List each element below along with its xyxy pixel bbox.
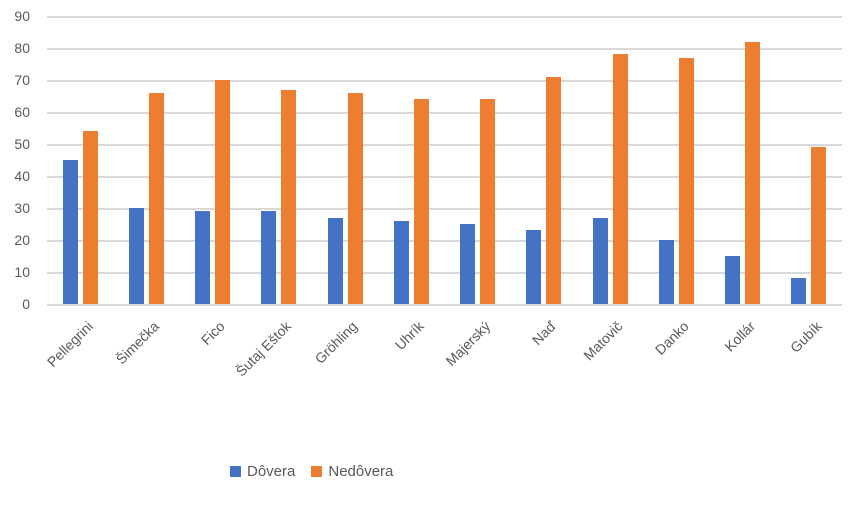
bar-group-nad [511,16,577,304]
gridline-70 [47,80,842,82]
dovera-bar-majersky [460,224,476,304]
nedovera-bar-pellegrini [82,131,98,304]
nedovera-bar-nad [546,76,562,304]
y-tick-label-50: 50 [14,136,30,152]
dovera-bar-pellegrini [62,160,78,304]
nedovera-bar-grohling [347,92,363,304]
nedovera-legend-swatch-icon [311,466,323,477]
nedovera-bar-majersky [480,99,496,304]
dovera-bar-grohling [327,217,343,304]
gridline-30 [47,208,842,210]
bar-group-matovic [577,16,643,304]
gridline-40 [47,176,842,178]
x-category-label-uhrik: Uhrík [391,318,427,353]
dovera-bar-fico [195,211,211,304]
gridline-90 [47,16,842,18]
gridline-80 [47,48,842,50]
x-category-label-danko: Danko [651,318,692,358]
dovera-bar-matovic [592,217,608,304]
dovera-bar-sutaj-estok [261,211,277,304]
bar-group-gubik [776,16,842,304]
x-category-label-kollar: Kollár [721,318,758,355]
dovera-legend-swatch-icon [230,466,241,477]
y-tick-label-20: 20 [14,232,30,248]
gridline-0 [47,304,842,306]
legend-item-dovera: Dôvera [230,463,295,480]
x-category-label-grohling: Gröhling [311,318,361,367]
bar-group-fico [180,16,246,304]
dovera-legend-label: Dôvera [247,463,296,480]
bar-group-pellegrini [47,16,113,304]
nedovera-bar-matovic [612,54,628,304]
gridline-10 [47,272,842,274]
nedovera-legend-label: Nedôvera [328,463,394,480]
nedovera-bar-kollar [745,41,761,304]
dovera-bar-gubik [791,278,807,304]
gridline-60 [47,112,842,114]
x-category-label-majersky: Majerský [442,318,493,369]
bar-group-uhrik [378,16,444,304]
dovera-bar-uhrik [393,220,409,304]
legend: Dôvera Nedôvera [230,463,393,480]
bar-group-grohling [312,16,378,304]
nedovera-bar-simecka [148,92,164,304]
y-tick-label-70: 70 [14,72,30,88]
bar-group-majersky [445,16,511,304]
gridline-20 [47,240,842,242]
y-tick-label-90: 90 [14,8,30,24]
x-category-label-pellegrini: Pellegrini [43,318,96,371]
nedovera-bar-sutaj-estok [281,89,297,304]
y-tick-label-40: 40 [14,168,30,184]
dovera-bar-danko [658,240,674,304]
y-tick-label-60: 60 [14,104,30,120]
gridline-50 [47,144,842,146]
bar-group-sutaj-estok [246,16,312,304]
legend-item-nedovera: Nedôvera [311,463,393,480]
nedovera-bar-uhrik [413,99,429,304]
x-category-label-sutaj-estok: Šutaj Eštok [232,318,295,380]
y-tick-label-80: 80 [14,40,30,56]
x-category-label-matovic: Matovič [580,318,626,364]
x-category-label-simecka: Šimečka [112,318,162,368]
bar-group-danko [643,16,709,304]
y-tick-label-0: 0 [22,296,30,312]
dovera-bar-simecka [128,208,144,304]
nedovera-bar-gubik [811,147,827,304]
nedovera-bar-danko [678,57,694,304]
x-category-label-fico: Fico [197,318,228,349]
bar-group-simecka [113,16,179,304]
bar-group-kollar [710,16,776,304]
x-category-label-nad: Naď [529,318,560,349]
nedovera-bar-fico [215,80,231,304]
dovera-bar-kollar [725,256,741,304]
y-tick-label-10: 10 [14,264,30,280]
x-category-label-gubik: Gubík [786,318,825,356]
plot-area [47,16,842,306]
dovera-bar-nad [526,230,542,304]
y-tick-label-30: 30 [14,200,30,216]
